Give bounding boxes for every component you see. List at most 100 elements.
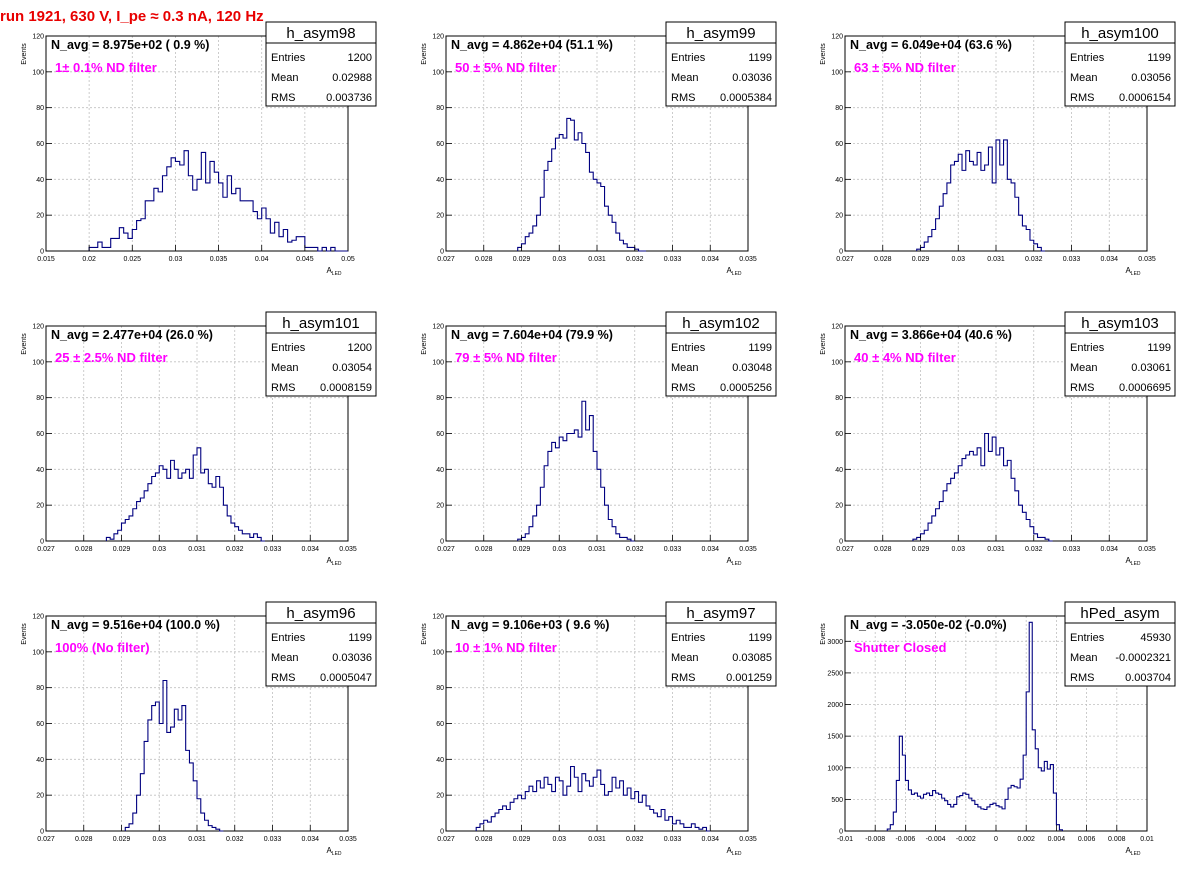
x-tick-label: 0.029 — [513, 256, 531, 263]
x-axis-title: ALED — [326, 846, 341, 857]
y-tick-label: 1500 — [827, 734, 843, 741]
y-tick-label: 120 — [432, 34, 444, 41]
histogram-panel-h_asym100: 0.027 0.028 0.029 0.03 0.031 0.032 0.033 0.034 0… — [820, 21, 1176, 277]
y-tick-label: 20 — [436, 503, 444, 510]
stats-label-entries: Entries — [671, 632, 706, 644]
filter-note: Shutter Closed — [854, 640, 947, 655]
histogram-name: h_asym96 — [286, 605, 355, 622]
y-tick-label: 80 — [36, 685, 44, 692]
y-tick-label: 40 — [436, 757, 444, 764]
x-tick-label: 0.034 — [701, 546, 719, 553]
stats-value-rms: 0.0006695 — [1119, 382, 1171, 394]
y-tick-label: 0 — [839, 249, 843, 256]
stats-value-entries: 1199 — [1147, 52, 1171, 64]
stats-value-entries: 1199 — [748, 52, 772, 64]
x-tick-label: 0.033 — [1063, 546, 1081, 553]
x-axis-title-sub: LED — [1131, 561, 1141, 567]
y-tick-label: 60 — [36, 141, 44, 148]
x-tick-label: 0.006 — [1078, 836, 1096, 843]
x-tick-label: 0.031 — [588, 546, 606, 553]
stats-value-mean: 0.03056 — [1131, 72, 1171, 84]
x-axis-title: ALED — [326, 266, 341, 277]
stats-box — [1064, 21, 1176, 107]
x-tick-label: -0.01 — [837, 836, 853, 843]
x-tick-label: 0.029 — [912, 546, 930, 553]
stats-label-rms: RMS — [1070, 382, 1094, 394]
x-tick-label: 0.035 — [739, 836, 757, 843]
y-tick-label: 120 — [432, 614, 444, 621]
stats-value-mean: -0.0002321 — [1115, 652, 1171, 664]
stats-label-mean: Mean — [1070, 652, 1098, 664]
histogram-panel-h_asym102: 0.027 0.028 0.029 0.03 0.031 0.032 0.033 0.034 0… — [421, 311, 777, 567]
x-tick-label: 0.032 — [626, 256, 644, 263]
y-tick-label: 0 — [40, 829, 44, 836]
y-tick-label: 120 — [32, 34, 44, 41]
y-tick-label: 0 — [839, 539, 843, 546]
x-tick-label: -0.008 — [865, 836, 885, 843]
x-axis-title-main: A — [326, 556, 332, 565]
y-tick-label: 80 — [436, 105, 444, 112]
stats-value-mean: 0.03085 — [732, 652, 772, 664]
y-tick-label: 60 — [36, 721, 44, 728]
y-tick-label: 120 — [32, 324, 44, 331]
y-tick-label: 40 — [835, 467, 843, 474]
y-tick-label: 20 — [835, 503, 843, 510]
stats-label-entries: Entries — [671, 52, 706, 64]
x-tick-label: 0.031 — [588, 256, 606, 263]
stats-label-entries: Entries — [671, 342, 706, 354]
stats-label-rms: RMS — [271, 382, 295, 394]
filter-note: 1± 0.1% ND filter — [55, 60, 157, 75]
x-tick-label: -0.004 — [926, 836, 946, 843]
y-tick-label: 20 — [835, 213, 843, 220]
x-tick-label: -0.002 — [956, 836, 976, 843]
x-tick-label: 0.032 — [226, 546, 244, 553]
x-axis-title: ALED — [326, 556, 341, 567]
stats-label-mean: Mean — [671, 72, 699, 84]
x-tick-label: 0.045 — [296, 256, 314, 263]
stats-label-rms: RMS — [1070, 92, 1094, 104]
stats-label-rms: RMS — [1070, 672, 1094, 684]
y-axis-title: Events — [21, 43, 28, 65]
stats-value-mean: 0.03036 — [332, 652, 372, 664]
filter-note: 100% (No filter) — [55, 640, 150, 655]
x-tick-label: 0.034 — [1100, 256, 1118, 263]
x-axis-title-sub: LED — [732, 561, 742, 567]
stats-label-rms: RMS — [271, 672, 295, 684]
y-tick-label: 80 — [436, 685, 444, 692]
y-tick-label: 20 — [36, 213, 44, 220]
y-tick-label: 40 — [36, 757, 44, 764]
x-tick-label: 0.02 — [82, 256, 96, 263]
x-tick-label: 0.03 — [152, 836, 166, 843]
x-axis-title-main: A — [326, 266, 332, 275]
y-tick-label: 40 — [436, 467, 444, 474]
histogram-series-h_asym101 — [105, 447, 265, 542]
navg-label: N_avg = 8.975e+02 ( 0.9 %) — [51, 38, 209, 52]
x-axis-title: ALED — [726, 846, 741, 857]
x-tick-label: 0.05 — [341, 256, 355, 263]
x-tick-label: 0.028 — [75, 546, 93, 553]
stats-label-rms: RMS — [671, 672, 695, 684]
stats-label-mean: Mean — [1070, 362, 1098, 374]
navg-label: N_avg = 6.049e+04 (63.6 %) — [850, 38, 1012, 52]
stats-label-mean: Mean — [271, 72, 299, 84]
y-tick-label: 100 — [831, 359, 843, 366]
y-tick-label: 0 — [40, 539, 44, 546]
x-tick-label: 0.002 — [1017, 836, 1035, 843]
y-tick-label: 0 — [440, 829, 444, 836]
filter-note: 25 ± 2.5% ND filter — [55, 350, 168, 365]
histogram-panel-h_asym98: 0.015 0.02 0.025 0.03 0.035 0.04 0.045 0.05 0 20 4… — [21, 21, 377, 277]
y-tick-label: 100 — [432, 649, 444, 656]
x-axis-title-main: A — [726, 556, 732, 565]
x-tick-label: 0.027 — [836, 546, 854, 553]
histogram-panel-h_asym101: 0.027 0.028 0.029 0.03 0.031 0.032 0.033 0.034 0… — [21, 311, 377, 567]
stats-label-mean: Mean — [271, 652, 299, 664]
x-tick-label: 0.008 — [1108, 836, 1126, 843]
y-tick-label: 60 — [436, 721, 444, 728]
x-tick-label: 0 — [994, 836, 998, 843]
x-tick-label: 0.034 — [701, 256, 719, 263]
x-tick-label: 0.035 — [339, 546, 357, 553]
histogram-series-h_asym97 — [475, 765, 711, 832]
x-tick-label: 0.033 — [664, 256, 682, 263]
stats-label-mean: Mean — [271, 362, 299, 374]
